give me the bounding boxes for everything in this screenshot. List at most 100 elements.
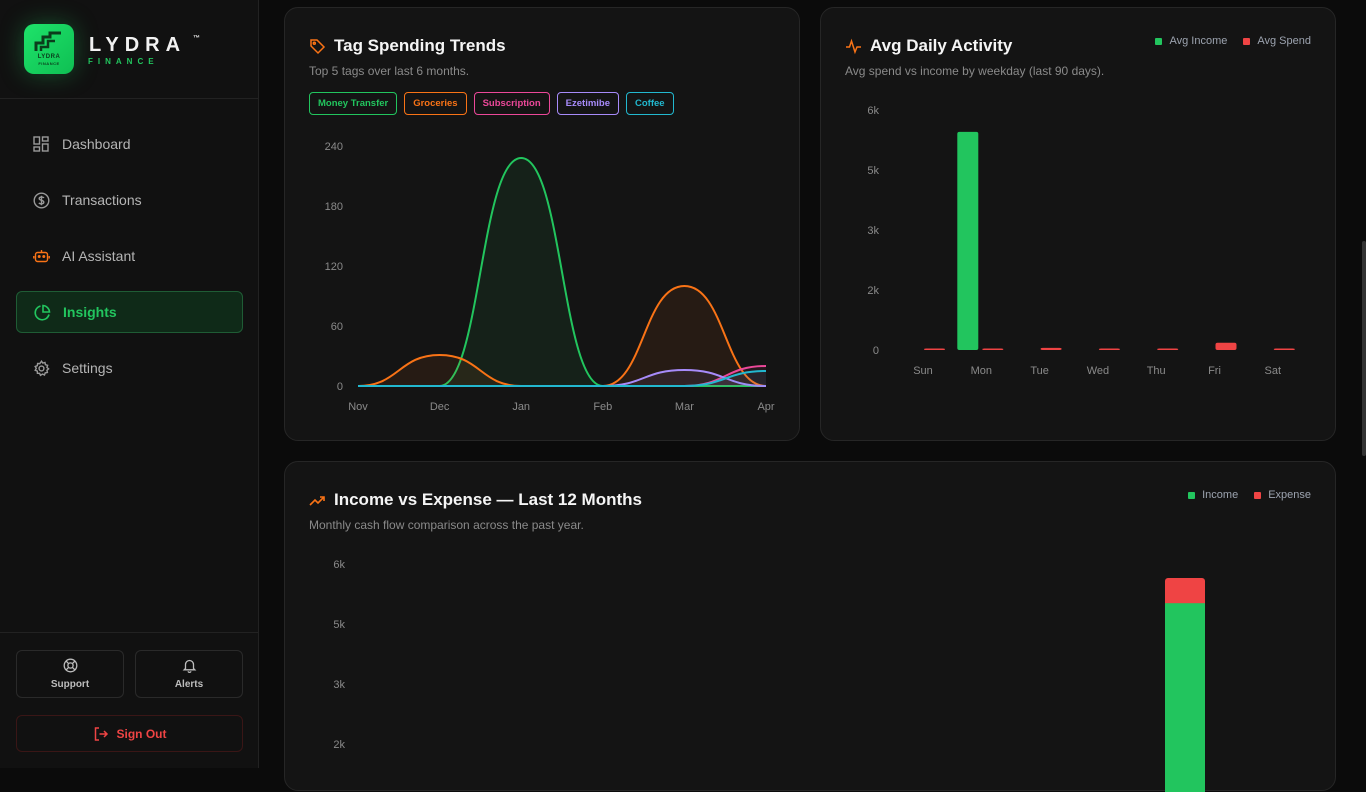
bar-avg-spend	[1098, 348, 1120, 350]
x-tick-label: Nov	[348, 401, 368, 413]
bar-avg-income	[957, 131, 979, 350]
series-area-groceries	[358, 286, 766, 386]
x-tick-label: Sat	[1265, 365, 1282, 377]
x-tick-label: Jan	[512, 401, 530, 413]
income-expense-legend: Income Expense	[1172, 489, 1311, 501]
logo-text: LYDRA	[37, 54, 61, 60]
y-tick-label: 2k	[333, 739, 345, 751]
nav-label-insights: Insights	[63, 304, 117, 320]
series-line-coffee	[357, 370, 767, 388]
daily-legend: Avg Income Avg Spend	[1139, 35, 1311, 47]
x-tick-label: Mon	[971, 365, 992, 377]
legend-label-expense: Expense	[1268, 489, 1311, 501]
chart-steps-icon	[34, 31, 61, 51]
brand-name: LYDRA	[89, 34, 187, 56]
activity-pulse-icon	[845, 38, 862, 55]
legend-label-avg-income: Avg Income	[1169, 35, 1228, 47]
page-scrollbar[interactable]	[1362, 241, 1366, 456]
y-tick-label: 6k	[333, 559, 345, 571]
legend-label-avg-spend: Avg Spend	[1257, 35, 1311, 47]
x-tick-label: Tue	[1030, 365, 1049, 377]
tag-chip-groceries[interactable]: Groceries	[404, 92, 467, 115]
y-tick-label: 0	[873, 345, 879, 357]
sidebar-footer: Support Alerts Sign Out	[0, 632, 259, 768]
gear-icon	[32, 359, 50, 377]
tag-trends-title-text: Tag Spending Trends	[334, 36, 506, 55]
bar-avg-spend	[982, 348, 1004, 350]
sidebar-nav: Dashboard Transactions AI Assistant Insi…	[16, 123, 243, 403]
brand-subtitle: FINANCE	[88, 57, 159, 66]
x-tick-label: Dec	[430, 401, 450, 413]
y-tick-label: 120	[325, 261, 343, 273]
tag-trends-chart: 0 60 120 180 240 Nov Dec Jan Feb Mar Apr	[325, 141, 775, 413]
y-tick-label: 60	[331, 321, 343, 333]
legend-swatch-income	[1188, 491, 1196, 499]
x-tick-label: Apr	[757, 401, 774, 413]
bar-expense	[1165, 578, 1205, 607]
logo-subtext: FINANCE	[38, 61, 60, 66]
nav-item-ai-assistant[interactable]: AI Assistant	[16, 235, 243, 277]
legend-item-income: Income	[1188, 489, 1238, 501]
nav-item-settings[interactable]: Settings	[16, 347, 243, 389]
tag-spending-trends-card: Tag Spending Trends Top 5 tags over last…	[284, 7, 800, 441]
y-tick-label: 180	[325, 201, 343, 213]
series-area-ezetimibe	[358, 370, 766, 386]
x-tick-label: Wed	[1087, 365, 1109, 377]
daily-subtitle: Avg spend vs income by weekday (last 90 …	[845, 64, 1105, 78]
tag-filter-list: Money Transfer Groceries Subscription Ez…	[309, 92, 681, 115]
legend-item-avg-income: Avg Income	[1155, 35, 1227, 47]
tag-chip-subscription[interactable]: Subscription	[473, 92, 550, 115]
income-expense-subtitle: Monthly cash flow comparison across the …	[309, 518, 584, 532]
bell-icon	[182, 658, 197, 676]
logo[interactable]: LYDRA FINANCE	[24, 24, 74, 74]
x-tick-label: Mar	[675, 401, 694, 413]
tag-trends-title: Tag Spending Trends	[309, 36, 506, 56]
nav-label-settings: Settings	[62, 360, 113, 376]
dashboard-grid-icon	[32, 135, 50, 153]
income-expense-chart: 6k 5k 3k 2k	[333, 559, 1205, 792]
main-content: Tag Spending Trends Top 5 tags over last…	[259, 0, 1366, 792]
daily-activity-chart: 0 2k 3k 5k 6k Sun Mon Tue Wed Thu Fri Sat	[867, 105, 1295, 377]
pie-chart-icon	[33, 303, 51, 321]
trending-up-icon	[309, 492, 326, 509]
income-expense-title: Income vs Expense — Last 12 Months	[309, 490, 642, 510]
nav-item-insights[interactable]: Insights	[16, 291, 243, 333]
y-tick-label: 0	[337, 381, 343, 393]
tag-chip-money-transfer[interactable]: Money Transfer	[309, 92, 398, 115]
series-area-subscription	[358, 366, 766, 386]
x-tick-label: Feb	[593, 401, 612, 413]
y-tick-label: 5k	[867, 165, 879, 177]
nav-item-transactions[interactable]: Transactions	[16, 179, 243, 221]
legend-swatch-expense	[1254, 491, 1262, 499]
income-vs-expense-card: Income vs Expense — Last 12 Months Month…	[284, 461, 1336, 792]
legend-label-income: Income	[1202, 489, 1239, 501]
alerts-label: Alerts	[174, 679, 204, 690]
y-tick-label: 3k	[867, 225, 879, 237]
legend-item-avg-spend: Avg Spend	[1243, 35, 1311, 47]
alerts-button[interactable]: Alerts	[135, 650, 243, 698]
bar-avg-spend	[1215, 342, 1237, 350]
tag-chip-coffee[interactable]: Coffee	[626, 92, 674, 115]
y-tick-label: 6k	[867, 105, 879, 117]
tag-chip-ezetimibe[interactable]: Ezetimibe	[556, 92, 620, 115]
bar-avg-spend	[1273, 348, 1295, 350]
lifebuoy-icon	[63, 658, 78, 676]
sign-out-button[interactable]: Sign Out	[16, 715, 243, 752]
dollar-circle-icon	[32, 191, 50, 209]
daily-title: Avg Daily Activity	[845, 36, 1012, 56]
nav-label-transactions: Transactions	[62, 192, 142, 208]
support-button[interactable]: Support	[16, 650, 124, 698]
bar-avg-spend	[924, 348, 945, 350]
nav-item-dashboard[interactable]: Dashboard	[16, 123, 243, 165]
bar-avg-spend	[1157, 348, 1179, 350]
x-tick-label: Thu	[1147, 365, 1166, 377]
tag-trends-subtitle: Top 5 tags over last 6 months.	[309, 64, 470, 78]
series-area-coffee	[358, 371, 766, 386]
tag-icon	[309, 38, 326, 55]
logout-icon	[93, 726, 109, 742]
x-tick-label: Fri	[1208, 365, 1221, 377]
brand-trademark: ™	[193, 35, 200, 42]
bar-income	[1165, 603, 1205, 792]
x-tick-label: Sun	[913, 365, 933, 377]
nav-label-ai-assistant: AI Assistant	[62, 248, 136, 264]
